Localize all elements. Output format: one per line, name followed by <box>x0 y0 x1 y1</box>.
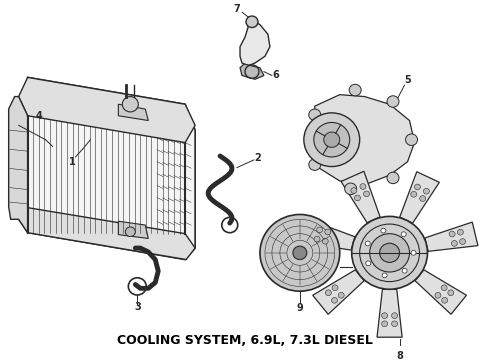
Circle shape <box>441 297 448 303</box>
Polygon shape <box>240 64 264 79</box>
Circle shape <box>344 183 357 194</box>
Polygon shape <box>301 219 355 250</box>
Polygon shape <box>23 77 195 260</box>
Circle shape <box>309 109 321 121</box>
Circle shape <box>381 228 386 233</box>
Circle shape <box>349 84 361 96</box>
Circle shape <box>380 243 399 262</box>
Circle shape <box>352 216 427 289</box>
Circle shape <box>457 229 464 235</box>
Circle shape <box>260 215 340 291</box>
Circle shape <box>369 234 410 272</box>
Circle shape <box>366 261 371 266</box>
Circle shape <box>402 268 407 273</box>
Circle shape <box>332 285 338 291</box>
Circle shape <box>322 238 328 244</box>
Text: 3: 3 <box>134 302 141 312</box>
Text: 8: 8 <box>396 351 403 360</box>
Polygon shape <box>425 222 478 251</box>
Polygon shape <box>19 207 195 260</box>
Circle shape <box>354 195 361 201</box>
Circle shape <box>387 172 399 184</box>
Circle shape <box>382 313 388 319</box>
Polygon shape <box>400 172 440 223</box>
Circle shape <box>293 246 307 260</box>
Circle shape <box>451 240 457 246</box>
Text: COOLING SYSTEM, 6.9L, 7.3L DIESEL: COOLING SYSTEM, 6.9L, 7.3L DIESEL <box>117 334 373 347</box>
Circle shape <box>317 227 322 233</box>
Polygon shape <box>9 96 27 233</box>
Circle shape <box>423 188 429 194</box>
Circle shape <box>420 195 426 201</box>
Circle shape <box>435 292 441 298</box>
Circle shape <box>338 292 344 298</box>
Polygon shape <box>119 104 148 121</box>
Circle shape <box>309 159 321 170</box>
Text: 2: 2 <box>254 153 261 163</box>
Circle shape <box>382 273 387 278</box>
Circle shape <box>246 16 258 27</box>
Text: 5: 5 <box>404 75 411 85</box>
Circle shape <box>411 251 416 255</box>
Text: 6: 6 <box>272 71 279 81</box>
Circle shape <box>304 113 360 167</box>
Circle shape <box>449 231 455 237</box>
Text: 7: 7 <box>234 4 241 14</box>
Circle shape <box>360 184 366 189</box>
Circle shape <box>411 192 416 197</box>
Circle shape <box>325 290 331 296</box>
Circle shape <box>324 132 340 147</box>
Circle shape <box>392 321 397 327</box>
Circle shape <box>441 285 447 291</box>
Polygon shape <box>415 270 466 314</box>
Circle shape <box>332 297 338 303</box>
Polygon shape <box>313 270 364 314</box>
Circle shape <box>460 239 465 244</box>
Circle shape <box>122 96 138 112</box>
Circle shape <box>125 227 135 237</box>
Polygon shape <box>19 77 195 143</box>
Circle shape <box>314 236 320 242</box>
Polygon shape <box>341 171 380 223</box>
Circle shape <box>382 321 388 327</box>
Circle shape <box>392 313 397 319</box>
Circle shape <box>314 122 350 157</box>
Circle shape <box>401 232 406 237</box>
Polygon shape <box>240 20 270 66</box>
Circle shape <box>448 290 454 296</box>
Circle shape <box>325 229 331 235</box>
Text: 9: 9 <box>296 303 303 314</box>
Polygon shape <box>377 289 402 337</box>
Circle shape <box>351 188 357 193</box>
Circle shape <box>364 191 369 197</box>
Circle shape <box>365 241 370 246</box>
Text: 4: 4 <box>35 111 42 121</box>
Polygon shape <box>119 221 148 238</box>
Circle shape <box>387 96 399 107</box>
Text: 1: 1 <box>69 157 76 167</box>
Circle shape <box>406 134 417 145</box>
Circle shape <box>415 184 420 190</box>
Polygon shape <box>308 95 415 185</box>
